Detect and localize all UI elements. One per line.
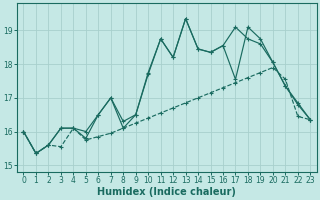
X-axis label: Humidex (Indice chaleur): Humidex (Indice chaleur) [98,187,236,197]
